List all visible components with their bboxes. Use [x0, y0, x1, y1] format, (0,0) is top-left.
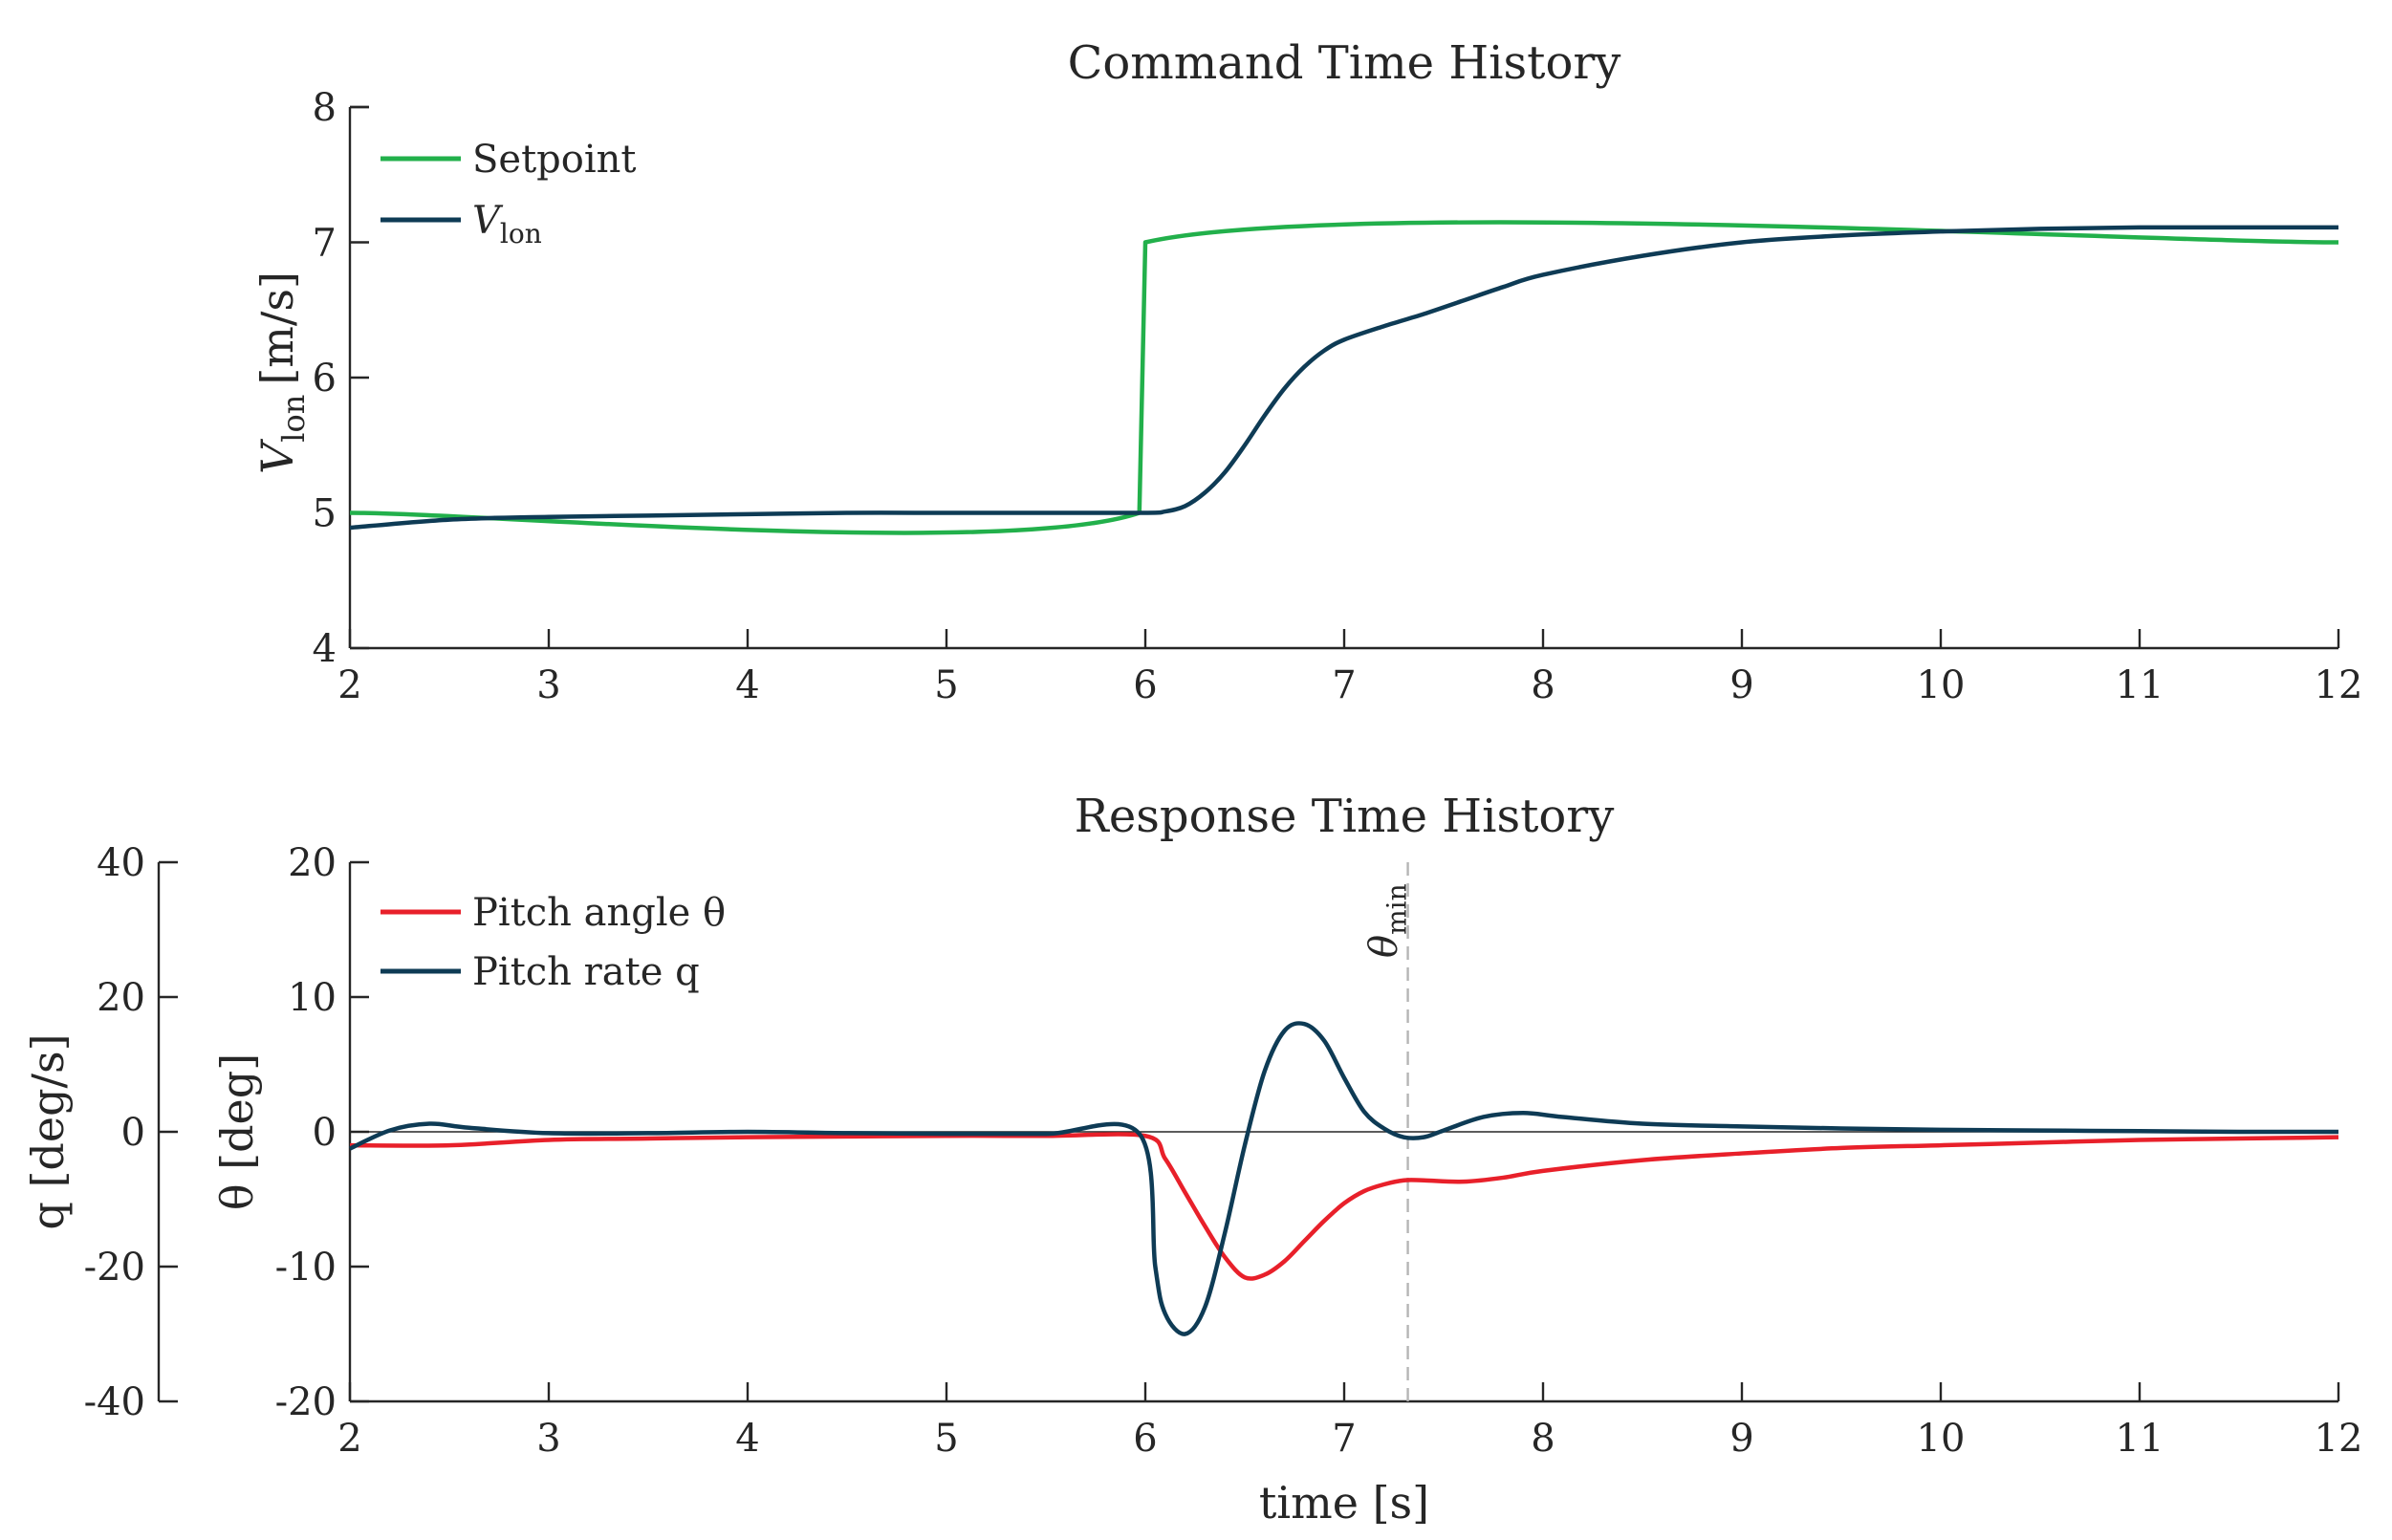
theta-min-label-sub: min — [1381, 883, 1413, 935]
command-chart-y-tick-label: 6 — [313, 357, 337, 401]
command-chart-legend: Setpoint Vlon — [381, 138, 636, 249]
legend-label-vlon-var: V — [472, 199, 504, 243]
theta-min-label-var: θ — [1362, 935, 1406, 958]
response-chart-secondary-y-tick-label: 40 — [97, 841, 145, 885]
command-chart-y-ticks: 4 5 6 7 8 — [313, 86, 369, 671]
response-chart-y-tick-label: -10 — [275, 1246, 337, 1290]
response-chart-secondary-y-axis-label: q [deg/s] — [22, 1033, 74, 1229]
vlon-line — [349, 225, 2338, 531]
response-chart-title: Response Time History — [1075, 790, 1615, 843]
command-chart-y-label-var: V — [251, 438, 303, 474]
command-chart-y-axis-label: Vlon [m/s] — [251, 271, 312, 474]
theta-min-label: θmin — [1362, 883, 1413, 958]
command-chart: Command Time History 2 3 4 5 6 7 8 9 10 11 12 4 5 6 7… — [251, 36, 2362, 707]
response-chart-x-tick-label: 7 — [1332, 1417, 1356, 1461]
response-chart-secondary-y-tick-label: 20 — [97, 976, 145, 1020]
response-chart-x-tick-label: 5 — [934, 1417, 958, 1461]
response-chart-x-axis-label: time [s] — [1259, 1477, 1429, 1529]
command-chart-x-tick-label: 8 — [1531, 663, 1555, 707]
response-chart-y-tick-label: -20 — [275, 1380, 337, 1424]
response-chart-y-ticks: -20 -10 0 10 20 — [275, 841, 369, 1424]
pitch-rate-line — [349, 1021, 2339, 1336]
response-chart-x-tick-label: 4 — [735, 1417, 759, 1461]
legend-label-vlon: Vlon — [472, 199, 542, 249]
response-chart-x-tick-label: 10 — [1917, 1417, 1966, 1461]
response-chart-y-axis-label: θ [deg] — [211, 1053, 263, 1210]
response-chart-x-tick-label: 3 — [536, 1417, 560, 1461]
command-chart-x-tick-label: 9 — [1729, 663, 1753, 707]
pitch-angle-line — [349, 1132, 2339, 1281]
command-chart-x-tick-label: 3 — [536, 663, 560, 707]
command-chart-y-label-sub: lon — [275, 395, 312, 443]
command-chart-x-tick-label: 10 — [1917, 663, 1966, 707]
command-chart-x-tick-label: 2 — [337, 663, 361, 707]
response-chart-x-tick-label: 9 — [1729, 1417, 1753, 1461]
response-chart-y-tick-label: 10 — [288, 976, 337, 1020]
command-chart-y-tick-label: 7 — [313, 222, 337, 266]
command-chart-series — [349, 220, 2339, 535]
response-chart-secondary-y-ticks: -40 -20 0 20 40 — [84, 841, 178, 1424]
response-chart-x-tick-label: 12 — [2315, 1417, 2363, 1461]
response-chart-secondary-y-tick-label: 0 — [121, 1111, 145, 1155]
response-chart: Response Time History 2 3 4 5 6 7 8 9 10 11 12 -20… — [22, 790, 2362, 1529]
legend-label-vlon-sub: lon — [500, 218, 542, 249]
command-chart-y-tick-label: 5 — [313, 492, 337, 536]
command-chart-y-tick-label: 8 — [313, 86, 337, 130]
response-chart-x-ticks: 2 3 4 5 6 7 8 9 10 11 12 — [337, 1382, 2362, 1461]
theta-min-annotation: θmin — [1362, 862, 1413, 1401]
response-chart-y-tick-label: 20 — [288, 841, 337, 885]
command-chart-x-tick-label: 4 — [735, 663, 759, 707]
legend-label-pitch-angle: Pitch angle θ — [472, 891, 726, 935]
command-chart-x-tick-label: 5 — [934, 663, 958, 707]
response-chart-x-tick-label: 6 — [1133, 1417, 1157, 1461]
response-chart-x-tick-label: 11 — [2116, 1417, 2164, 1461]
response-chart-secondary-y-tick-label: -20 — [84, 1246, 145, 1290]
response-chart-series — [349, 1021, 2339, 1336]
response-chart-x-tick-label: 8 — [1531, 1417, 1555, 1461]
command-chart-x-ticks: 2 3 4 5 6 7 8 9 10 11 12 — [337, 629, 2362, 707]
response-chart-secondary-y-tick-label: -40 — [84, 1380, 145, 1424]
command-chart-title: Command Time History — [1068, 36, 1621, 90]
response-chart-legend: Pitch angle θ Pitch rate q — [381, 891, 726, 994]
command-chart-x-tick-label: 7 — [1332, 663, 1356, 707]
command-chart-x-tick-label: 12 — [2315, 663, 2363, 707]
command-chart-x-tick-label: 11 — [2116, 663, 2164, 707]
response-chart-x-tick-label: 2 — [337, 1417, 361, 1461]
command-chart-y-tick-label: 4 — [313, 627, 337, 671]
response-chart-y-tick-label: 0 — [313, 1111, 337, 1155]
setpoint-line — [349, 220, 2339, 535]
legend-label-setpoint: Setpoint — [472, 138, 636, 182]
command-chart-y-label-unit: [m/s] — [251, 271, 303, 385]
legend-label-pitch-rate: Pitch rate q — [472, 950, 700, 994]
command-chart-x-tick-label: 6 — [1133, 663, 1157, 707]
